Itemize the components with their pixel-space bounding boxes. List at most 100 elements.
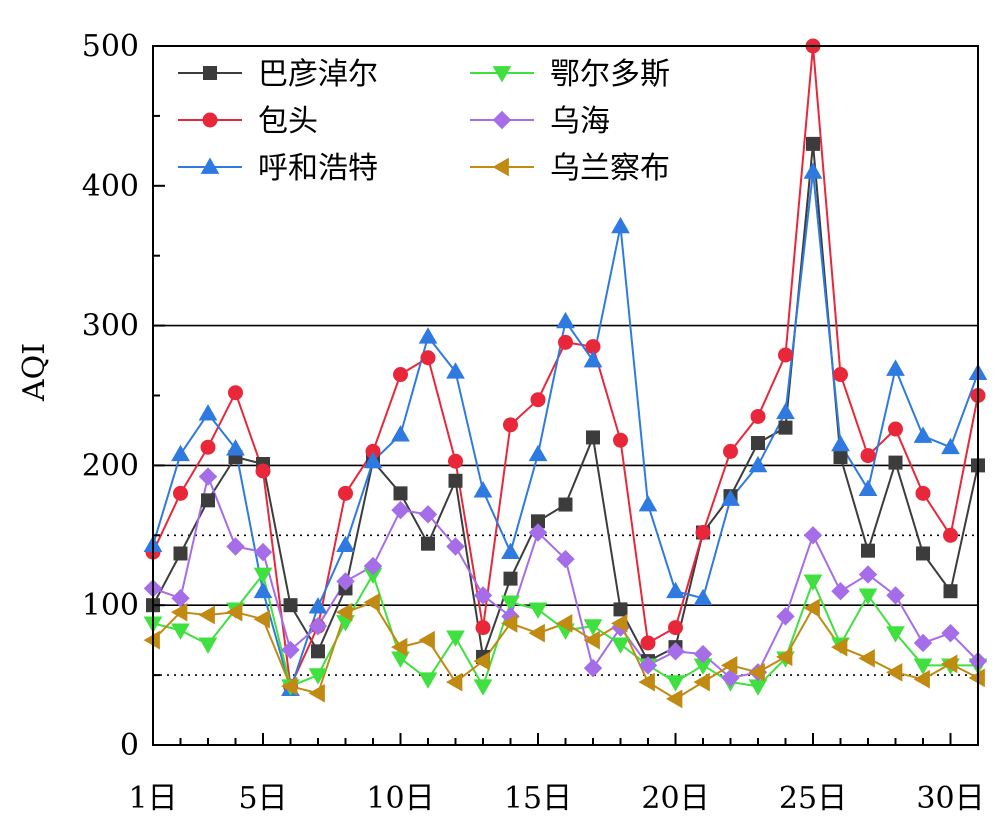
data-point	[308, 668, 328, 685]
y-tick-label: 500	[82, 29, 139, 64]
data-point	[833, 450, 848, 465]
series-line-1	[152, 45, 979, 688]
data-point	[776, 402, 795, 420]
series-line-2	[152, 170, 979, 691]
data-point	[338, 485, 353, 501]
data-point	[336, 572, 355, 591]
data-point	[693, 644, 713, 664]
data-point	[748, 679, 768, 696]
data-point	[500, 614, 518, 633]
data-point	[831, 434, 850, 452]
x-tick-label: 5日	[238, 781, 287, 816]
data-point	[253, 609, 270, 629]
data-point	[253, 542, 273, 562]
x-tick-label: 25日	[779, 781, 847, 816]
data-point	[281, 640, 300, 660]
data-point	[391, 425, 410, 442]
data-point	[528, 623, 545, 643]
legend-label: 呼和浩特	[258, 151, 378, 186]
legend-marker	[492, 157, 509, 177]
data-point	[308, 683, 325, 703]
data-point	[858, 648, 875, 668]
data-point	[968, 668, 985, 688]
data-point	[778, 347, 793, 363]
series-line-5	[152, 601, 979, 700]
data-point	[393, 367, 408, 383]
data-point	[173, 485, 188, 501]
x-tick-label: 15日	[504, 781, 572, 816]
data-point	[200, 439, 216, 455]
data-point	[583, 619, 603, 636]
data-point	[943, 584, 958, 599]
data-point	[558, 334, 573, 350]
data-point	[886, 359, 905, 376]
legend-marker	[202, 112, 218, 128]
data-point	[668, 620, 683, 636]
x-tick-label: 20日	[641, 781, 709, 816]
legend-label: 巴彦淖尔	[258, 57, 378, 92]
data-point	[445, 672, 463, 692]
y-tick-label: 400	[82, 169, 139, 204]
y-tick-label: 200	[82, 448, 139, 483]
data-point	[640, 635, 656, 651]
data-point	[666, 581, 685, 599]
data-point	[226, 537, 245, 556]
data-point	[778, 420, 793, 435]
data-point	[421, 536, 435, 551]
data-point	[363, 593, 380, 612]
y-tick-label: 100	[82, 588, 139, 623]
data-point	[228, 385, 243, 401]
data-point	[473, 586, 493, 605]
data-point	[198, 467, 218, 486]
x-tick-label: 10日	[366, 781, 434, 816]
data-point	[473, 679, 493, 696]
data-point	[253, 567, 273, 584]
data-point	[393, 486, 408, 501]
legend-marker	[492, 66, 512, 83]
data-point	[861, 543, 875, 558]
axis-tick-labels: 1日 5日 10日 15日 20日 25日 30日 0 100 200 300 400 500	[82, 29, 985, 816]
legend-marker	[492, 110, 512, 130]
data-point	[886, 586, 905, 605]
data-point	[803, 598, 820, 618]
data-point	[528, 602, 548, 619]
data-point	[803, 574, 823, 591]
data-point	[226, 439, 245, 456]
data-point	[528, 444, 548, 462]
data-point	[418, 327, 438, 344]
data-point	[420, 350, 436, 366]
data-point	[448, 473, 463, 488]
data-point	[913, 669, 930, 689]
data-point	[171, 623, 190, 640]
series-lines	[152, 45, 979, 700]
data-point	[613, 602, 628, 617]
data-point	[695, 525, 711, 541]
data-point	[858, 588, 878, 605]
data-point	[171, 589, 190, 608]
data-point	[583, 351, 603, 368]
data-point	[446, 362, 465, 379]
data-point	[390, 637, 408, 657]
data-point	[583, 630, 600, 650]
data-point	[280, 676, 298, 696]
data-point	[721, 668, 740, 688]
data-point	[913, 426, 933, 443]
data-point	[308, 597, 328, 614]
series-markers	[143, 38, 988, 709]
data-point	[858, 479, 878, 497]
legend-label: 包头	[258, 104, 318, 139]
data-point	[446, 537, 465, 556]
data-point	[173, 546, 188, 561]
data-point	[833, 367, 848, 383]
data-point	[253, 581, 273, 599]
data-point	[418, 505, 438, 524]
data-point	[475, 620, 491, 636]
data-point	[198, 404, 218, 421]
data-point	[335, 602, 353, 622]
data-point	[556, 311, 575, 329]
data-point	[311, 644, 325, 659]
data-point	[530, 392, 546, 408]
data-point	[555, 614, 573, 633]
legend-marker	[200, 157, 220, 174]
